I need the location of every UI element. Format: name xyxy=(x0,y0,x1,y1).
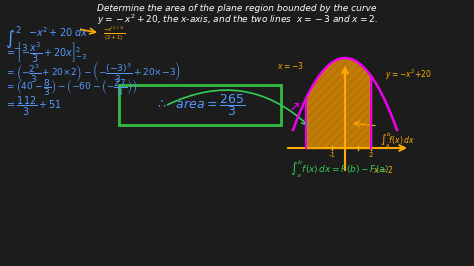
Text: $\therefore\ \ area = \dfrac{265}{3}$: $\therefore\ \ area = \dfrac{265}{3}$ xyxy=(155,92,245,118)
Text: -1: -1 xyxy=(328,152,336,158)
Text: $= \dfrac{112}{3} + 51$: $= \dfrac{112}{3} + 51$ xyxy=(5,95,62,118)
Text: $y{=}{-}x^2{+}20$: $y{=}{-}x^2{+}20$ xyxy=(385,68,432,82)
Text: $= \left[-\dfrac{x^3}{3} + 20x\right]_{-3}^{2}$: $= \left[-\dfrac{x^3}{3} + 20x\right]_{-… xyxy=(5,40,87,65)
Text: 2: 2 xyxy=(369,152,373,158)
Text: $= \left(-\dfrac{2^3}{3} + 20{\times}2\right) - \left(-\dfrac{(-3)^3}{3} + 20{\t: $= \left(-\dfrac{2^3}{3} + 20{\times}2\r… xyxy=(5,59,181,84)
Text: $x{=}{-}3$: $x{=}{-}3$ xyxy=(277,60,304,71)
FancyBboxPatch shape xyxy=(119,85,281,125)
Text: $\int_{-3}^{2}$: $\int_{-3}^{2}$ xyxy=(5,24,28,54)
Text: $\frac{-x^{(2+1)}}{(2+1)}$: $\frac{-x^{(2+1)}}{(2+1)}$ xyxy=(103,25,125,43)
Text: $-x^2 + 20\ dx$: $-x^2 + 20\ dx$ xyxy=(28,25,89,39)
Text: Determine the area of the plane region bounded by the curve: Determine the area of the plane region b… xyxy=(97,4,377,13)
Text: $\int_a^b\! f(x)\,dx$: $\int_a^b\! f(x)\,dx$ xyxy=(380,130,415,150)
Text: $x{=}2$: $x{=}2$ xyxy=(373,164,393,175)
Text: $y = -x^2 + 20$, the $x$-axis, and the two lines  $x = -3$ and $x = 2$.: $y = -x^2 + 20$, the $x$-axis, and the t… xyxy=(97,13,377,27)
Text: $\int_a^b f(x)\,dx = F(b) - F(a)$: $\int_a^b f(x)\,dx = F(b) - F(a)$ xyxy=(290,158,389,180)
Text: $= \left(40 - \dfrac{8}{3}\right) - \left(-60 - \left(-\dfrac{27}{3}\right)\righ: $= \left(40 - \dfrac{8}{3}\right) - \lef… xyxy=(5,77,137,98)
Text: $\nearrow$: $\nearrow$ xyxy=(286,100,301,114)
